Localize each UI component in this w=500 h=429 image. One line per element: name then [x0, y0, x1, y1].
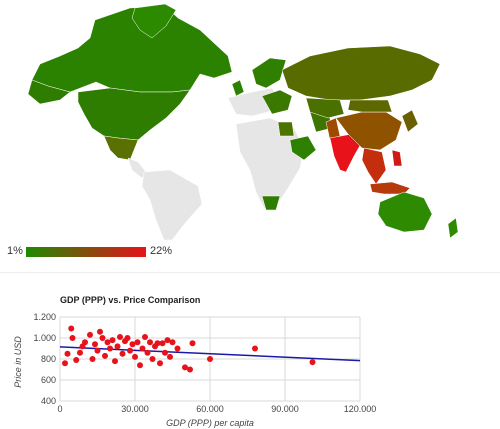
data-point — [94, 347, 101, 354]
country-saudi-arabia[interactable] — [289, 135, 317, 161]
data-point — [107, 345, 113, 352]
data-point — [68, 325, 75, 332]
country-philippines[interactable] — [391, 149, 403, 167]
data-point — [112, 358, 118, 365]
map-legend: 1% 22% — [0, 240, 500, 262]
x-tick-label: 120.000 — [344, 404, 377, 414]
country-south-africa[interactable] — [261, 195, 281, 211]
data-point — [127, 347, 133, 354]
x-axis-ticks: 0 30.000 60.000 90.000 120.000 — [57, 404, 376, 414]
data-point — [132, 353, 138, 360]
data-point — [309, 359, 316, 366]
country-mongolia[interactable] — [347, 99, 393, 113]
y-tick-label: 600 — [41, 375, 56, 385]
data-point — [252, 345, 258, 352]
scatter-chart: GDP (PPP) vs. Price Comparison 400 600 800… — [13, 295, 376, 428]
data-point — [117, 333, 123, 340]
data-point — [159, 340, 166, 347]
y-tick-label: 400 — [41, 396, 56, 406]
world-choropleth-map — [27, 3, 459, 240]
country-alaska[interactable] — [27, 79, 71, 105]
country-russia[interactable] — [281, 45, 441, 101]
data-point — [129, 341, 136, 348]
data-point — [167, 353, 173, 360]
data-point — [137, 362, 143, 369]
data-point — [82, 339, 88, 346]
data-point — [162, 349, 168, 356]
data-point — [99, 335, 106, 341]
country-korea-japan[interactable] — [401, 109, 419, 133]
legend-gradient-bar — [26, 247, 146, 257]
data-points — [62, 325, 316, 373]
x-tick-label: 0 — [57, 404, 62, 414]
x-tick-label: 60.000 — [196, 404, 224, 414]
country-new-zealand[interactable] — [447, 217, 459, 239]
data-point — [119, 350, 126, 357]
region-africa — [235, 117, 305, 209]
data-point — [87, 331, 93, 338]
y-axis-title: Price in USD — [13, 336, 23, 388]
country-mexico[interactable] — [103, 135, 139, 161]
country-greenland[interactable] — [131, 3, 177, 39]
data-point — [157, 360, 163, 367]
data-point — [109, 337, 116, 344]
data-point — [114, 343, 121, 350]
country-egypt[interactable] — [277, 121, 295, 137]
country-australia[interactable] — [377, 191, 433, 233]
data-point — [92, 341, 98, 348]
section-divider — [0, 272, 500, 273]
data-point — [97, 328, 103, 335]
x-tick-label: 90.000 — [271, 404, 299, 414]
chart-title: GDP (PPP) vs. Price Comparison — [60, 295, 200, 305]
country-scandinavia[interactable] — [251, 57, 287, 89]
country-canada[interactable] — [31, 5, 233, 93]
country-southeast-asia[interactable] — [361, 147, 387, 185]
data-point — [164, 337, 171, 344]
data-point — [149, 356, 156, 362]
data-point — [69, 335, 76, 341]
legend-max-label: 22% — [150, 245, 173, 257]
data-point — [182, 364, 188, 371]
country-central-asia[interactable] — [305, 97, 345, 119]
data-point — [102, 352, 108, 359]
data-point — [64, 350, 71, 357]
data-point — [169, 339, 176, 346]
data-point — [174, 345, 181, 352]
data-point — [147, 339, 153, 346]
y-tick-label: 800 — [41, 354, 56, 364]
data-point — [77, 349, 83, 356]
y-tick-label: 1.200 — [33, 312, 56, 322]
data-point — [73, 357, 80, 364]
data-point — [104, 339, 111, 346]
x-axis-title: GDP (PPP) per capita — [166, 418, 254, 428]
country-uk[interactable] — [231, 79, 245, 97]
data-point — [134, 339, 141, 346]
data-point — [142, 333, 148, 340]
legend-min-label: 1% — [7, 245, 23, 257]
data-point — [207, 356, 213, 362]
region-south-america — [141, 169, 203, 240]
country-europe-east[interactable] — [261, 89, 293, 115]
data-point — [89, 356, 96, 362]
x-tick-label: 30.000 — [121, 404, 149, 414]
data-point — [154, 340, 161, 347]
region-central-america — [127, 157, 147, 179]
y-axis-ticks: 400 600 800 1.000 1.200 — [33, 312, 56, 406]
data-point — [144, 349, 151, 356]
data-point — [124, 335, 131, 341]
data-point — [187, 366, 193, 373]
country-usa[interactable] — [77, 87, 191, 141]
y-tick-label: 1.000 — [33, 333, 56, 343]
data-point — [189, 340, 196, 347]
data-point — [139, 345, 146, 352]
data-point — [62, 360, 68, 367]
